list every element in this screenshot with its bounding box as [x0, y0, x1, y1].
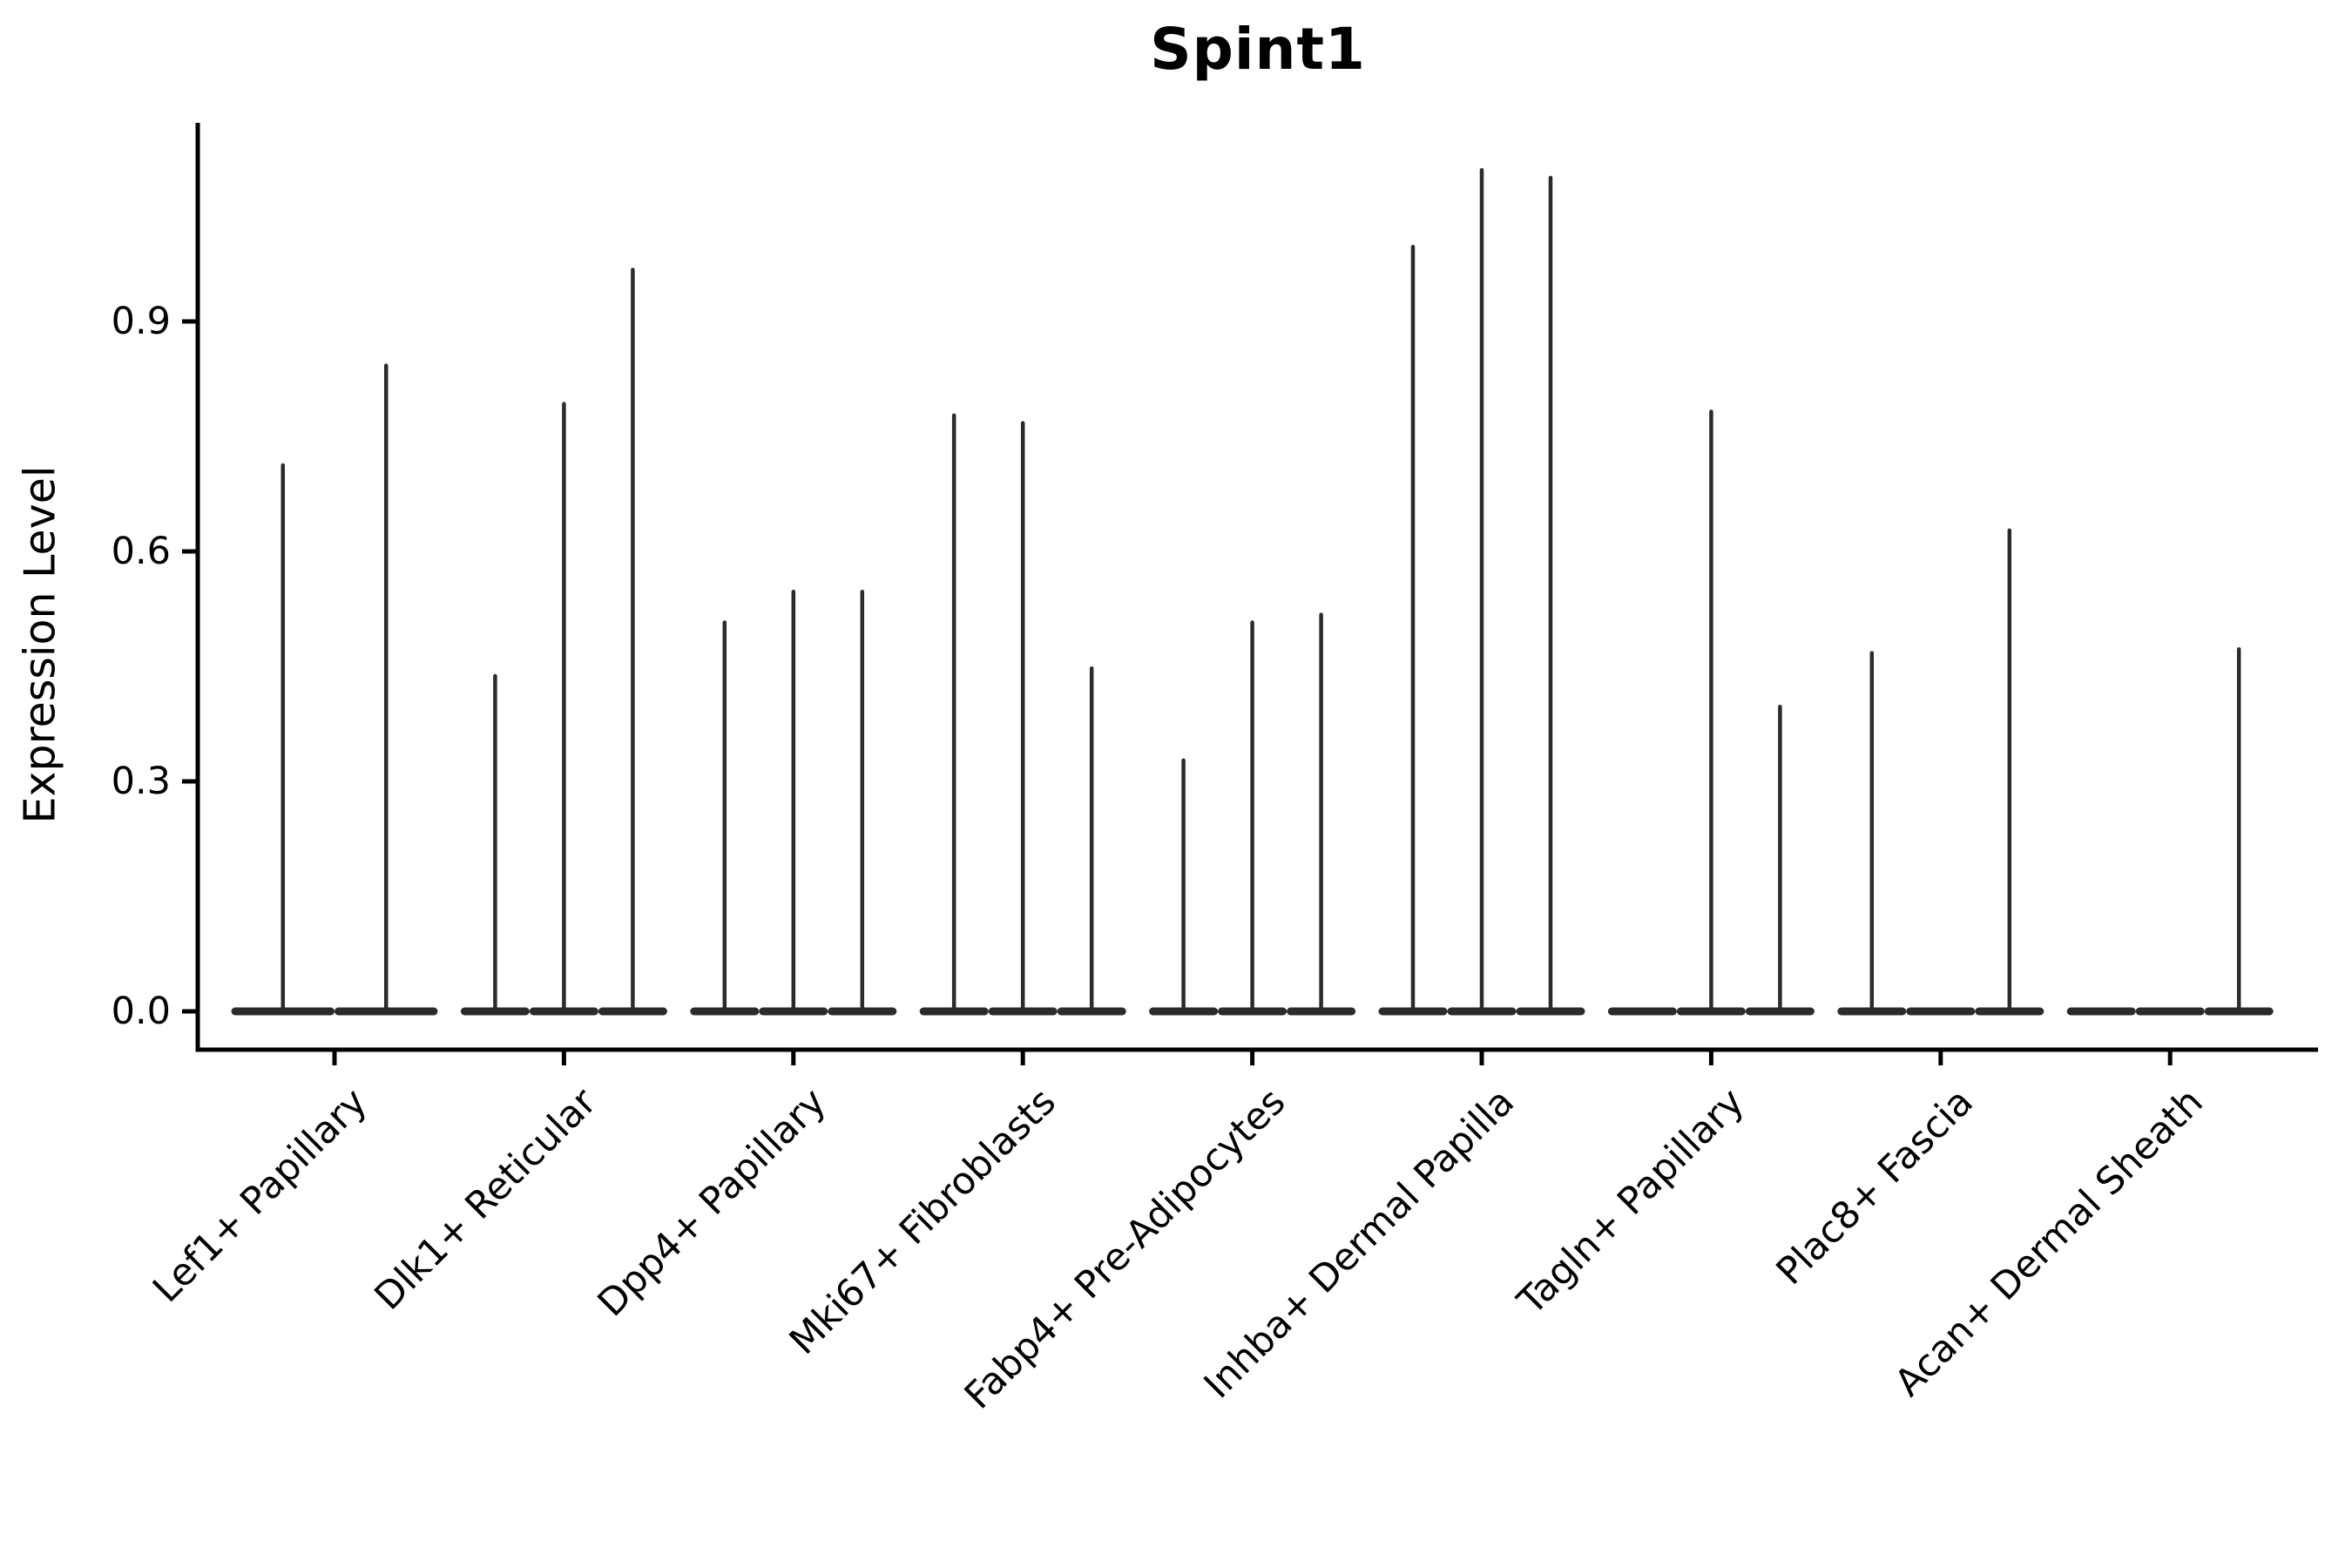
violin-base: [1607, 1007, 1677, 1016]
violin-base: [2135, 1007, 2205, 1016]
y-tick-label: 0.6: [111, 530, 171, 573]
violin-base: [2066, 1007, 2136, 1016]
y-tick-label: 0.3: [111, 760, 171, 803]
y-axis-label: Expression Level: [15, 465, 65, 824]
y-tick-label: 0.9: [111, 300, 171, 343]
chart-title: Spint1: [1150, 16, 1366, 83]
y-tick-label: 0.0: [111, 990, 171, 1033]
violin-base: [1906, 1007, 1976, 1016]
